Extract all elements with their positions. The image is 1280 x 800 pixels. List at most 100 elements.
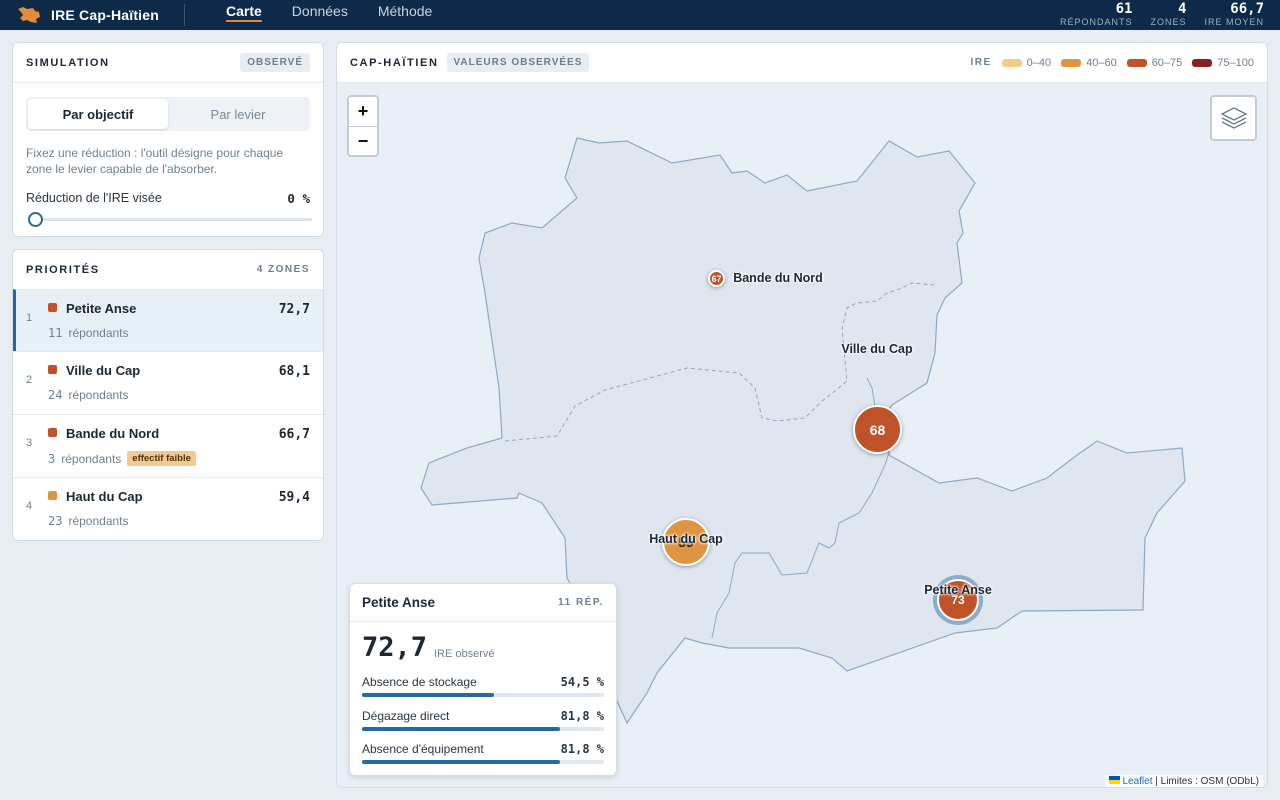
priority-rank: 4 (26, 500, 33, 512)
stat-zones: 4 ZONES (1150, 1, 1186, 28)
marker-value: 68 (869, 421, 886, 438)
nav-donnees[interactable]: Données (291, 3, 348, 19)
reduction-label: Réduction de l'IRE visée (26, 191, 162, 205)
header-stats: 61 RÉPONDANTS 4 ZONES 66,7 IRE MOYEN (1060, 1, 1264, 28)
stat-label: IRE MOYEN (1204, 17, 1264, 27)
priority-zone-name: Haut du Cap (66, 489, 143, 504)
brand: IRE Cap-Haïtien (17, 4, 159, 26)
priority-zone-name: Petite Anse (66, 301, 137, 316)
priority-row[interactable]: 3 Bande du Nord 66,7 3 répondants effect… (13, 414, 323, 477)
stat-value: 4 (1178, 1, 1187, 17)
stat-respondents: 61 RÉPONDANTS (1060, 1, 1133, 28)
marker-value: 59 (678, 534, 694, 550)
metric-value: 81,8 % (560, 742, 604, 756)
low-sample-badge: effectif faible (127, 451, 196, 466)
priority-score: 72,7 (278, 302, 310, 317)
haiti-map-logo-icon (18, 7, 40, 23)
map-values-badge: VALEURS OBSERVÉES (446, 53, 590, 72)
priority-rank: 2 (26, 374, 33, 386)
zone-marker-petite-anse[interactable]: 73 (937, 579, 979, 621)
zone-marker-haut-du-cap[interactable]: 59 (662, 518, 710, 566)
respondent-word: répondants (61, 451, 122, 466)
simulation-title: SIMULATION (26, 56, 110, 69)
metric-bar-fill (362, 760, 560, 764)
metric-value: 54,5 % (560, 675, 604, 689)
respondent-count: 24 (48, 388, 63, 402)
legend-label: 60–75 (1151, 56, 1183, 69)
brand-divider (184, 4, 185, 26)
metric-bar (362, 693, 604, 697)
metric-bar-fill (362, 693, 494, 697)
respondent-count: 3 (48, 451, 56, 466)
legend-label: 0–40 (1026, 56, 1052, 69)
metric-equipment: Absence d'équipement 81,8 % (362, 742, 604, 764)
metric-value: 81,8 % (560, 709, 604, 723)
mode-objective-button[interactable]: Par objectif (28, 99, 168, 129)
priority-color-swatch (48, 303, 57, 312)
nav-carte[interactable]: Carte (226, 0, 262, 22)
legend-item: 75–100 (1192, 57, 1254, 69)
simulation-description: Fixez une réduction : l'outil désigne po… (26, 146, 284, 176)
respondent-word: répondants (68, 326, 129, 340)
legend-swatch (1061, 58, 1082, 67)
legend-item: 40–60 (1061, 57, 1117, 69)
respondent-count: 11 (48, 326, 63, 340)
zoom-control: + − (347, 95, 379, 157)
stat-value: 61 (1115, 1, 1133, 17)
zone-label-petite-anse[interactable]: Petite Anse (924, 583, 992, 597)
main-nav: Carte Données Méthode (226, 0, 432, 30)
legend-title: IRE (970, 57, 992, 68)
legend-swatch (1192, 58, 1213, 67)
legend-item: 60–75 (1126, 56, 1183, 69)
priority-score: 68,1 (278, 364, 310, 379)
priority-respondents: 23 répondants (48, 514, 129, 528)
priority-color-swatch (48, 428, 57, 437)
legend-item: 0–40 (1001, 56, 1052, 69)
priority-rank: 3 (26, 437, 33, 449)
priority-row[interactable]: 1 Petite Anse 72,7 11 répondants (13, 289, 323, 352)
marker-value: 67 (711, 273, 722, 284)
zone-label-ville-du-cap[interactable]: Ville du Cap (841, 342, 913, 356)
zone-count: 4 ZONES (256, 264, 310, 275)
legend-label: 75–100 (1217, 56, 1254, 69)
priorities-panel: PRIORITÉS 4 ZONES 1 Petite Anse 72,7 11 … (12, 249, 324, 541)
metric-storage: Absence de stockage 54,5 % (362, 675, 604, 697)
legend-label: 40–60 (1086, 56, 1117, 69)
map-attribution: Leaflet | Limites : OSM (ODbL) (1104, 775, 1263, 787)
stat-mean-ire: 66,7 IRE MOYEN (1204, 1, 1264, 28)
simulation-header: SIMULATION OBSERVÉ (13, 43, 323, 83)
priority-respondents: 3 répondants effectif faible (48, 451, 196, 466)
zone-info-card: Petite Anse 11 RÉP. 72,7 IRE observé Abs… (349, 583, 617, 776)
map-header: CAP-HAÏTIEN VALEURS OBSERVÉES IRE 0–40 4… (337, 43, 1267, 83)
metric-bar (362, 760, 604, 764)
stat-label: RÉPONDANTS (1059, 17, 1133, 27)
reduction-slider-thumb[interactable] (28, 212, 43, 227)
zone-label-haut-du-cap[interactable]: Haut du Cap (649, 532, 723, 546)
zoom-out-button[interactable]: − (349, 126, 377, 155)
info-ire-value: 72,7 (362, 632, 428, 663)
map-panel: CAP-HAÏTIEN VALEURS OBSERVÉES IRE 0–40 4… (336, 42, 1268, 788)
priority-row[interactable]: 4 Haut du Cap 59,4 23 répondants (13, 477, 323, 540)
mode-lever-button[interactable]: Par levier (210, 106, 266, 122)
priority-color-swatch (48, 365, 57, 374)
zone-marker-ville-du-cap[interactable]: 68 (853, 405, 902, 454)
priority-zone-name: Bande du Nord (66, 426, 160, 441)
leaflet-link[interactable]: Leaflet (1122, 776, 1153, 787)
reduction-slider-track[interactable] (33, 218, 312, 221)
zoom-in-button[interactable]: + (357, 101, 369, 121)
marker-value: 73 (951, 593, 965, 607)
priority-row[interactable]: 2 Ville du Cap 68,1 24 répondants (13, 351, 323, 414)
zone-marker-bande-du-nord[interactable]: 67 (708, 270, 725, 287)
metric-degassing: Dégazage direct 81,8 % (362, 709, 604, 731)
respondent-word: répondants (68, 514, 129, 528)
map-canvas[interactable]: + − 67 Bande du Nord Ville du Cap 68 59 … (337, 83, 1267, 787)
legend-swatch (1001, 58, 1022, 67)
priority-respondents: 11 répondants (48, 326, 129, 340)
zone-label-bande-du-nord[interactable]: Bande du Nord (733, 271, 823, 285)
legend-swatch (1126, 58, 1147, 67)
info-zone-name: Petite Anse (362, 595, 436, 610)
ukraine-flag-icon (1108, 776, 1120, 784)
nav-methode[interactable]: Méthode (377, 3, 433, 19)
layers-button[interactable] (1210, 95, 1257, 141)
zone-divider (504, 282, 936, 442)
